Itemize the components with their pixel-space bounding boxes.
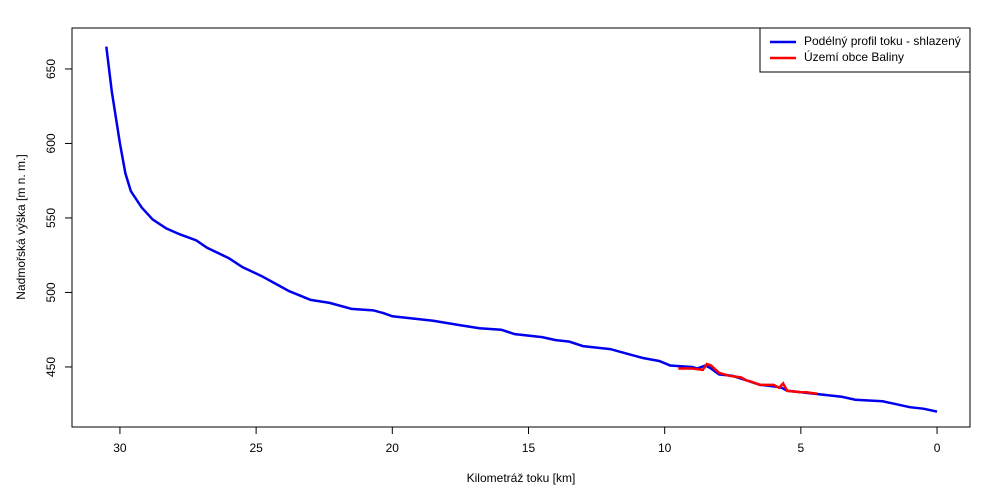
y-tick-label: 550 bbox=[44, 208, 58, 228]
legend-label: Území obce Baliny bbox=[804, 49, 904, 64]
x-tick-label: 5 bbox=[798, 441, 805, 455]
x-tick-label: 20 bbox=[386, 441, 400, 455]
x-tick-label: 30 bbox=[113, 441, 127, 455]
legend-label: Podélný profil toku - shlazený bbox=[804, 34, 961, 48]
y-tick-label: 650 bbox=[44, 59, 58, 79]
y-axis-label: Nadmořská výška [m n. m.] bbox=[14, 154, 28, 299]
y-tick-label: 600 bbox=[44, 133, 58, 153]
x-tick-label: 10 bbox=[658, 441, 672, 455]
legend-box bbox=[759, 27, 971, 73]
y-tick-label: 450 bbox=[44, 357, 58, 377]
series-line bbox=[678, 362, 818, 396]
x-tick-label: 25 bbox=[249, 441, 263, 455]
plot-frame bbox=[71, 27, 971, 428]
y-tick-label: 500 bbox=[44, 282, 58, 302]
series-line bbox=[105, 46, 938, 413]
x-tick-label: 15 bbox=[522, 441, 536, 455]
x-axis-label: Kilometráž toku [km] bbox=[467, 471, 576, 485]
x-tick-label: 0 bbox=[934, 441, 941, 455]
